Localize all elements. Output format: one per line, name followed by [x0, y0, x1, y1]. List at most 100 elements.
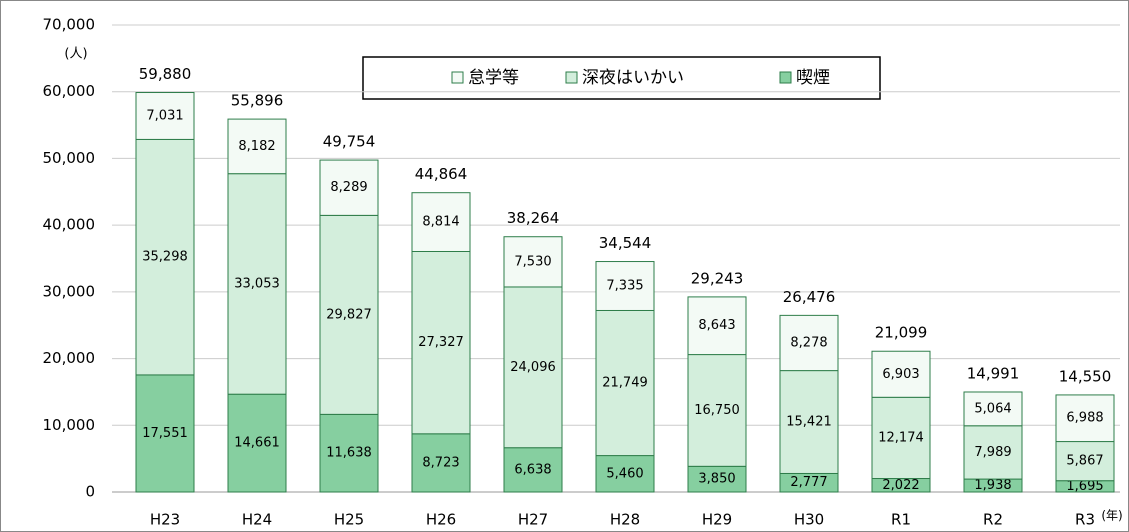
bar-segment — [779, 370, 839, 474]
bar-segment — [319, 214, 379, 415]
total-label: 14,550 — [1059, 367, 1112, 385]
bar-segment — [1055, 441, 1115, 482]
value-label: 1,938 — [974, 478, 1011, 493]
y-tick-label: 30,000 — [43, 282, 96, 300]
x-tick-label: R1 — [891, 511, 911, 529]
total-label: 26,476 — [783, 288, 836, 306]
legend-label: 深夜はいかい — [582, 68, 684, 88]
bar-segment — [135, 92, 195, 140]
bar-segment — [503, 447, 563, 493]
x-tick-label: H28 — [610, 511, 640, 529]
value-label: 8,182 — [238, 139, 275, 154]
bar-segment — [411, 433, 471, 493]
x-tick-label: R3 — [1075, 511, 1095, 529]
bar-segment — [227, 118, 287, 175]
x-tick-label: H23 — [150, 511, 180, 529]
legend-swatch — [779, 71, 792, 84]
value-label: 8,289 — [330, 180, 367, 195]
y-tick-label: 20,000 — [43, 349, 96, 367]
bar-segment — [871, 396, 931, 480]
value-label: 7,989 — [974, 445, 1011, 460]
value-label: 8,278 — [790, 335, 827, 350]
value-label: 6,638 — [514, 462, 551, 477]
total-label: 59,880 — [139, 65, 192, 83]
value-label: 5,867 — [1066, 454, 1103, 469]
value-label: 2,777 — [790, 475, 827, 490]
value-label: 8,814 — [422, 215, 459, 230]
bar-segment — [779, 314, 839, 372]
y-tick-label: 50,000 — [43, 149, 96, 167]
x-tick-label: H26 — [426, 511, 456, 529]
value-label: 14,661 — [234, 436, 280, 451]
value-label: 33,053 — [234, 276, 280, 291]
total-label: 55,896 — [231, 92, 284, 110]
value-label: 3,850 — [698, 472, 735, 487]
total-label: 34,544 — [599, 234, 652, 252]
value-label: 15,421 — [786, 415, 832, 430]
bar-segment — [963, 425, 1023, 480]
value-label: 24,096 — [510, 360, 556, 375]
y-tick-label: 0 — [85, 483, 95, 501]
bar-segment — [687, 354, 747, 467]
total-label: 49,754 — [323, 133, 376, 151]
x-tick-label: H29 — [702, 511, 732, 529]
bar-segment — [503, 286, 563, 449]
y-tick-label: 60,000 — [43, 82, 96, 100]
x-axis-label: (年) — [1101, 509, 1122, 523]
legend-label: 喫煙 — [796, 68, 830, 88]
value-label: 35,298 — [142, 250, 188, 265]
value-label: 8,643 — [698, 318, 735, 333]
legend-swatch — [565, 71, 578, 84]
bar-segment — [227, 393, 287, 493]
y-tick-label: 10,000 — [43, 416, 96, 434]
value-label: 7,335 — [606, 279, 643, 294]
value-label: 7,530 — [514, 254, 551, 269]
bar-segment — [319, 159, 379, 216]
value-label: 6,903 — [882, 367, 919, 382]
x-tick-label: H24 — [242, 511, 272, 529]
x-tick-label: H25 — [334, 511, 364, 529]
total-label: 21,099 — [875, 324, 928, 342]
y-tick-label: 70,000 — [43, 16, 96, 34]
value-label: 12,174 — [878, 430, 924, 445]
x-tick-label: H30 — [794, 511, 824, 529]
value-label: 6,988 — [1066, 411, 1103, 426]
bar-segment — [871, 350, 931, 398]
bar-segment — [135, 138, 195, 376]
value-label: 2,022 — [882, 478, 919, 493]
y-axis-label: (人) — [64, 47, 87, 62]
bar-segment — [687, 296, 747, 356]
x-tick-label: H27 — [518, 511, 548, 529]
x-tick-label: R2 — [983, 511, 1003, 529]
bar-segment — [595, 309, 655, 457]
bar-segment — [319, 413, 379, 493]
bar-segment — [687, 465, 747, 493]
total-label: 44,864 — [415, 165, 468, 183]
value-label: 1,695 — [1066, 479, 1103, 494]
value-label: 11,638 — [326, 446, 372, 461]
total-label: 29,243 — [691, 269, 744, 287]
bar-segment — [503, 236, 563, 288]
bar-segment — [595, 455, 655, 493]
value-label: 8,723 — [422, 455, 459, 470]
bar-segment — [1055, 394, 1115, 443]
value-label: 27,327 — [418, 335, 464, 350]
bar-segment — [411, 192, 471, 252]
value-label: 21,749 — [602, 376, 648, 391]
value-label: 7,031 — [146, 108, 183, 123]
y-tick-label: 40,000 — [43, 216, 96, 234]
bar-segment — [595, 261, 655, 311]
value-label: 16,750 — [694, 403, 740, 418]
bar-segment — [135, 374, 195, 493]
bar-segment — [411, 250, 471, 435]
total-label: 14,991 — [967, 364, 1020, 382]
total-label: 38,264 — [507, 209, 560, 227]
value-label: 29,827 — [326, 307, 372, 322]
bar-segment — [963, 391, 1023, 427]
legend-swatch — [451, 71, 464, 84]
value-label: 5,064 — [974, 401, 1011, 416]
value-label: 17,551 — [142, 426, 188, 441]
legend-label: 怠学等 — [468, 68, 519, 88]
value-label: 5,460 — [606, 466, 643, 481]
